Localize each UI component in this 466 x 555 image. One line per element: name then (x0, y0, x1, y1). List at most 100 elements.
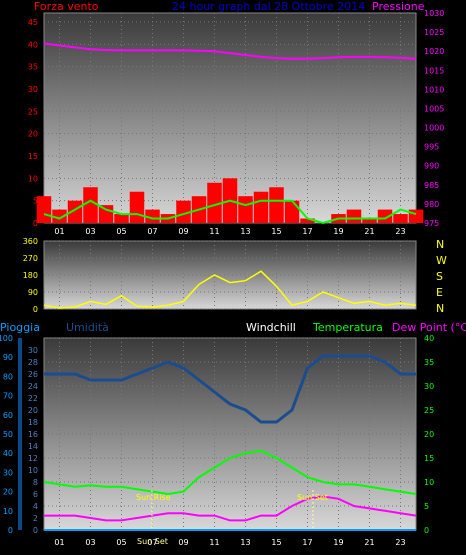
x-tick-label: 21 (364, 538, 374, 547)
rain-y-tick-label: 10 (3, 507, 13, 516)
wind-speed-bar (284, 200, 300, 223)
humidity-y-tick-label: 30 (28, 346, 38, 355)
rain-axis-bar (18, 338, 22, 530)
wind-speed-bar (83, 187, 98, 223)
wind-speed-bar (176, 200, 191, 223)
temperature-y-tick-label: 5 (424, 502, 429, 511)
direction-label-n-top: N (436, 238, 444, 251)
pressure-y-tick-label: 990 (424, 162, 439, 171)
direction-label-e: E (436, 286, 443, 299)
wind-speed-bar (67, 200, 83, 223)
x-tick-label: 11 (209, 538, 219, 547)
pressure-y-tick-label: 1015 (424, 66, 444, 75)
direction-y-tick-label: 360 (23, 237, 38, 246)
x-tick-label: 05 (116, 538, 126, 547)
grid-lines (44, 13, 416, 531)
humidity-y-tick-label: 12 (28, 454, 38, 463)
x-tick-label: 19 (333, 538, 343, 547)
wind-speed-bar (145, 209, 160, 223)
temperature-y-tick-label: 20 (424, 430, 434, 439)
direction-label-w: W (436, 254, 447, 267)
pressure-y-tick-label: 1005 (424, 104, 444, 113)
x-tick-label: 07 (147, 227, 157, 236)
humidity-y-tick-label: 18 (28, 418, 38, 427)
direction-y-tick-label: 90 (28, 288, 38, 297)
direction-line (43, 270, 417, 309)
humidity-y-tick-label: 4 (33, 502, 38, 511)
temperature-legend: Temperatura (312, 321, 383, 334)
direction-panel (43, 240, 417, 310)
rain-y-tick-label: 50 (3, 430, 13, 439)
wind-y-tick-label: 25 (28, 107, 38, 116)
x-tick-label: 19 (333, 227, 343, 236)
direction-y-tick-label: 180 (23, 271, 38, 280)
wind-axis-title: Forza vento (34, 0, 99, 13)
rain-y-tick-label: 40 (3, 449, 13, 458)
humidity-y-tick-label: 28 (28, 358, 38, 367)
humidity-y-tick-label: 14 (28, 442, 38, 451)
direction-label-n-bottom: N (436, 302, 444, 315)
rain-y-tick-label: 100 (0, 334, 13, 343)
sunset-label: Sun Set (297, 493, 328, 502)
temperature-panel (43, 337, 417, 531)
wind-y-tick-label: 0 (33, 219, 38, 228)
pressure-y-tick-label: 1010 (424, 85, 444, 94)
wind-y-tick-label: 35 (28, 63, 38, 72)
temperature-y-tick-label: 30 (424, 382, 434, 391)
pressure-y-tick-label: 1025 (424, 28, 444, 37)
x-tick-label: 13 (240, 538, 250, 547)
pressure-line (43, 42, 417, 60)
wind-speed-bar (114, 214, 129, 223)
wind-speed-bar (36, 196, 52, 223)
x-tick-label: 21 (364, 227, 374, 236)
pressure-y-tick-label: 995 (424, 143, 439, 152)
chart-series (36, 42, 424, 531)
temperature-y-tick-label: 40 (424, 334, 434, 343)
x-tick-label: 07 (147, 538, 157, 547)
temperature-y-tick-label: 10 (424, 478, 434, 487)
wind-y-tick-label: 40 (28, 40, 38, 49)
x-tick-label: 17 (302, 227, 312, 236)
wind-speed-bar (269, 187, 284, 223)
humidity-y-tick-label: 20 (28, 406, 38, 415)
rain-y-tick-label: 30 (3, 468, 13, 477)
wind-speed-bar (98, 205, 114, 223)
rain-y-tick-label: 70 (3, 392, 13, 401)
pressure-axis-title: Pressione (372, 0, 425, 13)
wind-speed-bar (300, 218, 315, 223)
wind-speed-bar (238, 196, 253, 223)
wind-speed-bar (207, 182, 222, 223)
humidity-line (44, 354, 416, 424)
rain-y-tick-label: 90 (3, 353, 13, 362)
humidity-y-tick-label: 26 (28, 370, 38, 379)
pressure-y-tick-label: 985 (424, 181, 439, 190)
x-tick-label: 13 (240, 227, 250, 236)
wind-y-tick-label: 5 (33, 197, 38, 206)
direction-label-s: S (436, 270, 443, 283)
wind-y-tick-label: 20 (28, 130, 38, 139)
pressure-y-tick-label: 980 (424, 200, 439, 209)
wind-y-tick-label: 45 (28, 18, 38, 27)
wind-y-tick-label: 15 (28, 152, 38, 161)
rain-axis-title: Pioggia (0, 321, 40, 334)
wind-speed-bar (346, 209, 362, 223)
humidity-y-tick-label: 8 (33, 478, 38, 487)
humidity-axis-title: Umidità (66, 321, 109, 334)
temperature-y-tick-label: 0 (424, 526, 429, 535)
wind-y-tick-label: 30 (28, 85, 38, 94)
rain-y-tick-label: 60 (3, 411, 13, 420)
rain-y-tick-label: 80 (3, 372, 13, 381)
humidity-y-tick-label: 6 (33, 490, 38, 499)
dewpoint-legend: Dew Point (°C) (392, 321, 466, 334)
wind-speed-bar (253, 191, 269, 223)
x-tick-label: 03 (85, 227, 95, 236)
wind-speed-bar (393, 214, 408, 223)
x-tick-label: 11 (209, 227, 219, 236)
direction-y-tick-label: 270 (23, 254, 38, 263)
x-tick-label: 23 (395, 538, 405, 547)
x-tick-label: 15 (271, 227, 281, 236)
sunset-hidden-label: Sun Set (137, 537, 168, 546)
pressure-y-tick-label: 1030 (424, 9, 444, 18)
humidity-y-tick-label: 10 (28, 466, 38, 475)
